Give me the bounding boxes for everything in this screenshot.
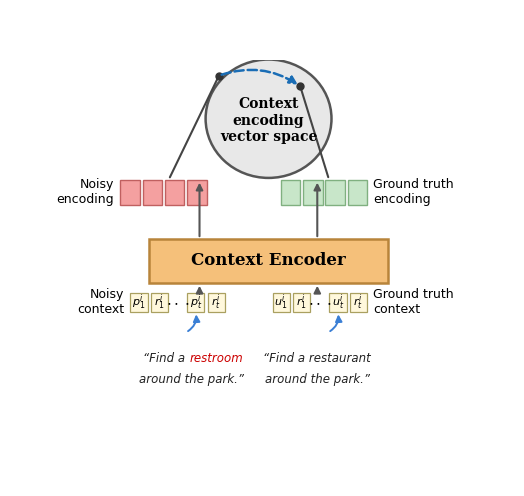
FancyBboxPatch shape (281, 180, 300, 205)
FancyBboxPatch shape (187, 180, 207, 205)
FancyBboxPatch shape (143, 180, 162, 205)
Text: “Find a restaurant: “Find a restaurant (264, 352, 371, 365)
Text: Ground truth
encoding: Ground truth encoding (373, 178, 454, 206)
FancyBboxPatch shape (187, 293, 204, 311)
Text: around the park.”: around the park.” (265, 372, 370, 386)
FancyBboxPatch shape (208, 293, 225, 311)
Text: $u_t^i$: $u_t^i$ (332, 293, 344, 312)
FancyArrowPatch shape (330, 316, 342, 331)
Text: Context
encoding
vector space: Context encoding vector space (220, 97, 317, 144)
Text: $u_1^i$: $u_1^i$ (275, 293, 288, 312)
FancyBboxPatch shape (121, 180, 140, 205)
Text: $\cdot\cdot\cdot$: $\cdot\cdot\cdot$ (166, 295, 190, 310)
FancyBboxPatch shape (151, 293, 168, 311)
FancyBboxPatch shape (325, 180, 345, 205)
Text: around the park.”: around the park.” (139, 372, 244, 386)
FancyBboxPatch shape (293, 293, 310, 311)
FancyBboxPatch shape (350, 293, 367, 311)
Text: $r_t^i$: $r_t^i$ (211, 293, 221, 312)
FancyArrowPatch shape (222, 70, 296, 83)
Circle shape (205, 60, 332, 178)
Text: Noisy
context: Noisy context (77, 288, 124, 316)
Text: restroom: restroom (189, 352, 243, 365)
Text: $r_1^i$: $r_1^i$ (154, 293, 165, 312)
Text: Context Encoder: Context Encoder (191, 252, 346, 269)
FancyBboxPatch shape (348, 180, 367, 205)
FancyBboxPatch shape (303, 180, 323, 205)
FancyBboxPatch shape (130, 293, 148, 311)
FancyBboxPatch shape (149, 239, 388, 283)
FancyBboxPatch shape (165, 180, 184, 205)
FancyArrowPatch shape (188, 316, 200, 331)
Text: $p_t^i$: $p_t^i$ (190, 293, 202, 312)
Text: Ground truth
context: Ground truth context (373, 288, 454, 316)
Text: $r_t^i$: $r_t^i$ (353, 293, 363, 312)
FancyBboxPatch shape (272, 293, 290, 311)
FancyBboxPatch shape (330, 293, 346, 311)
Text: $r_1^i$: $r_1^i$ (296, 293, 307, 312)
Text: “Find a: “Find a (144, 352, 189, 365)
Text: $\cdot\cdot\cdot$: $\cdot\cdot\cdot$ (308, 295, 332, 310)
Text: $p_1^i$: $p_1^i$ (133, 293, 146, 312)
Text: Noisy
encoding: Noisy encoding (57, 178, 114, 206)
